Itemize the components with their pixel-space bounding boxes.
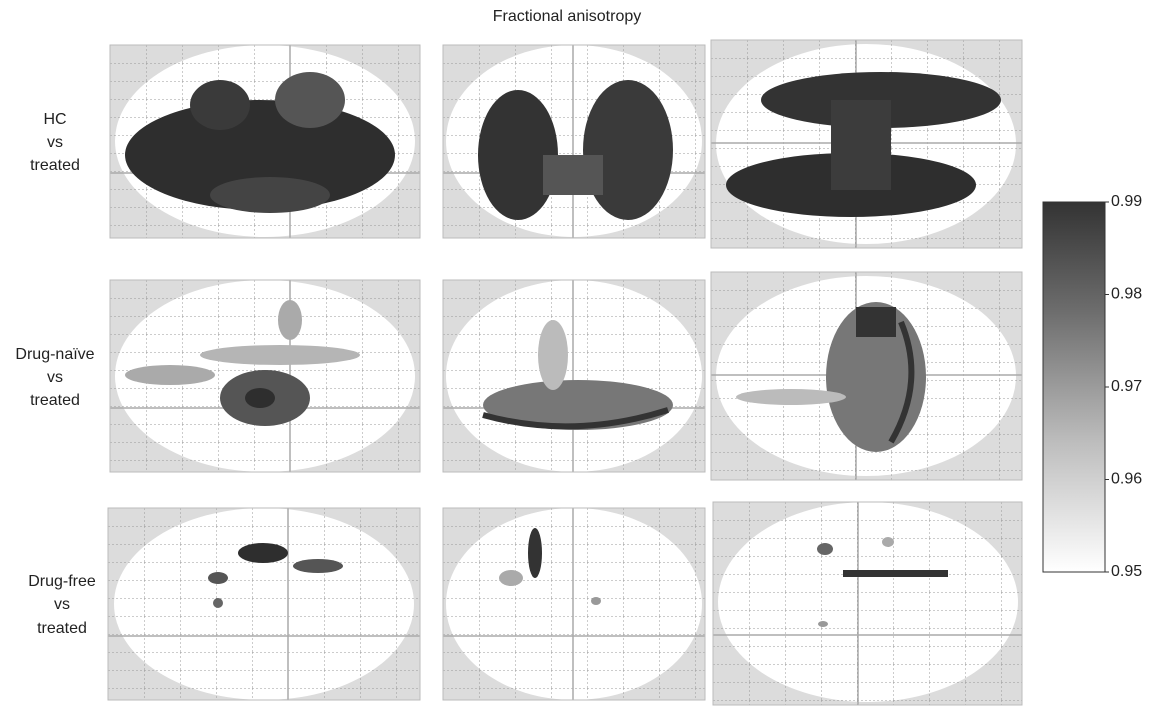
brain-panel	[110, 45, 420, 238]
colorbar-tick-label: 0.98	[1111, 286, 1142, 303]
brain-panel	[711, 272, 1022, 480]
figure-title: Fractional anisotropy	[493, 8, 642, 25]
figure: Fractional anisotropy HCvstreated Drug-n…	[0, 0, 1155, 708]
brain-panel	[711, 40, 1022, 248]
brain-panel	[443, 280, 705, 472]
brain-panel	[443, 508, 705, 700]
colorbar-tick-label: 0.97	[1111, 378, 1142, 395]
colorbar-tick-label: 0.99	[1111, 193, 1142, 210]
colorbar-ticks: 0.99 0.98 0.97 0.96 0.95	[1105, 193, 1142, 580]
colorbar	[1043, 202, 1105, 572]
brain-panel	[713, 502, 1022, 705]
colorbar-tick-label: 0.96	[1111, 471, 1142, 488]
brain-panel	[110, 280, 420, 472]
brain-panel	[108, 508, 420, 700]
brain-panel	[443, 45, 705, 238]
colorbar-tick-label: 0.95	[1111, 563, 1142, 580]
